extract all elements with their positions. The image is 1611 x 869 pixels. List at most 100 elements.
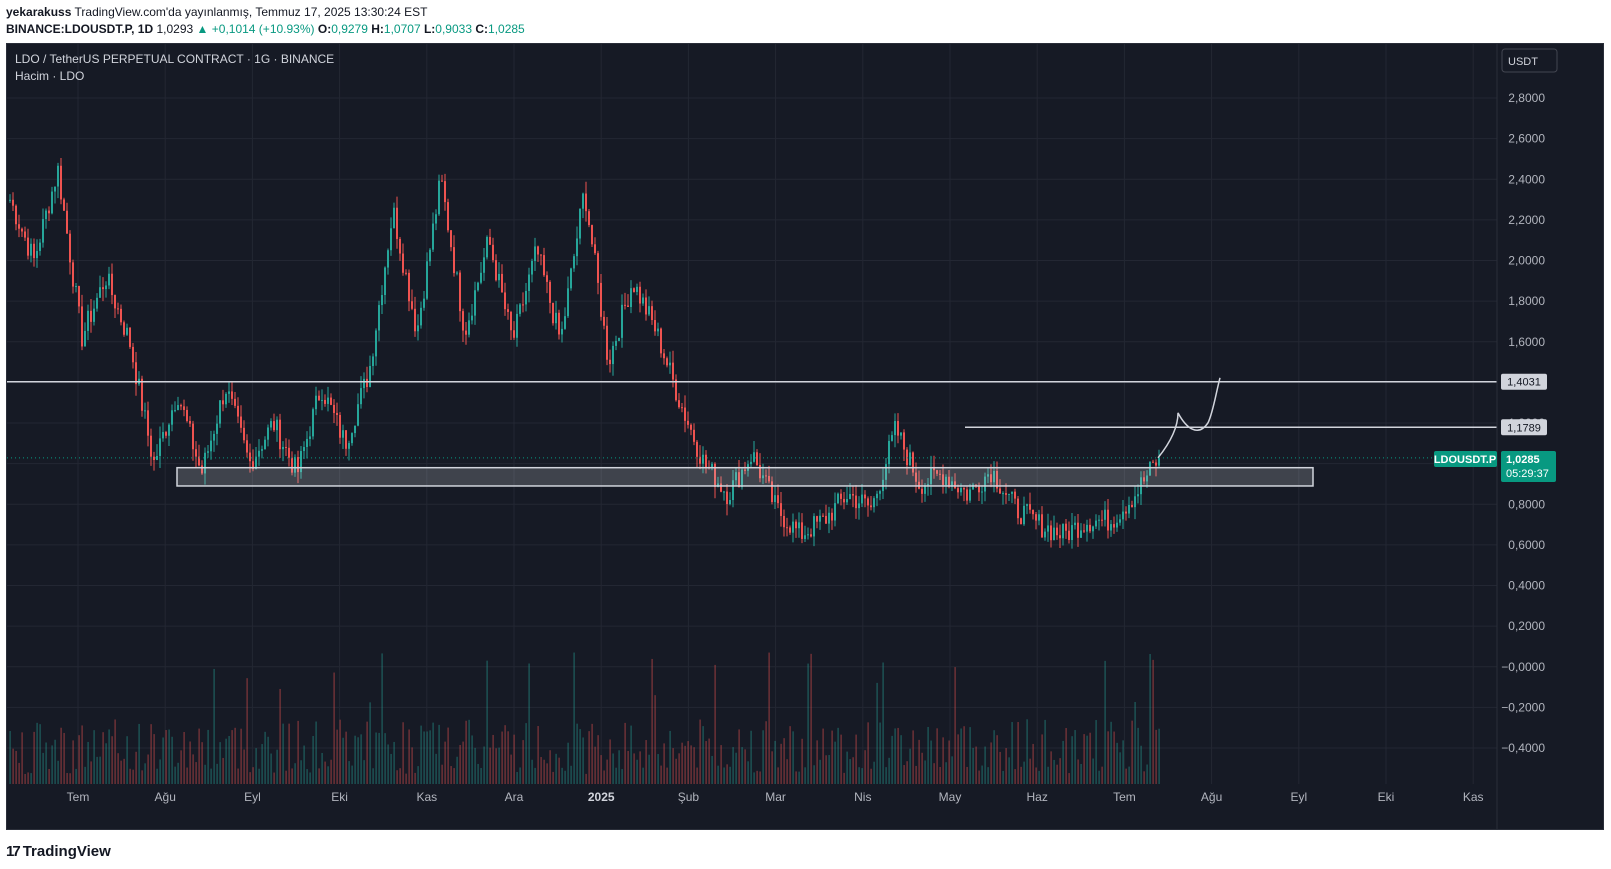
symbol-tag-bg [1434,451,1497,467]
candle-body [267,427,269,440]
candle-body [285,446,287,448]
volume-bar [135,751,137,784]
candle-body [975,484,977,486]
candle-body [21,228,23,232]
candle-body [357,404,359,426]
volume-bar [996,735,998,784]
author-name[interactable]: yekarakuss [6,5,72,19]
candle-body [1101,519,1103,521]
volume-bar [60,727,62,784]
y-tick-label: 1,6000 [1508,335,1545,349]
currency-button-frame[interactable] [1501,48,1558,73]
volume-bar [1131,720,1133,784]
volume-bar [363,760,365,784]
candle-body [777,495,779,504]
volume-bar [555,753,557,784]
time-axis[interactable]: Tem Ağu Eyl Eki Kas Ara 2025 Şub Mar Nis May Haz Tem… [67,790,1484,804]
volume-bar [240,728,242,784]
candle-body [54,186,56,192]
last-price-tag: LDOUSDT.P 1,0285 05:29:37 [1434,451,1556,482]
volume-bar [129,768,131,784]
volume-bar [756,770,758,784]
open-value: 0,9279 [331,22,368,36]
volume-bar [777,767,779,784]
volume-bar [771,751,773,784]
volume-bar [297,720,299,784]
candle-body [1038,514,1040,521]
candle-body [951,481,953,487]
candle-body [480,272,482,283]
candle-body [471,315,473,321]
close-label: C: [475,22,489,36]
candle-body [681,407,683,409]
candle-body [423,298,425,308]
volume-bar [750,730,752,784]
volume-bar [450,766,452,784]
candle-body [1146,475,1148,482]
candle-body [375,330,377,357]
volume-bar [114,719,116,784]
volume-bar [228,735,230,784]
volume-bar [768,652,770,784]
candle-body [714,463,716,488]
level-tag-bg [1501,373,1547,390]
volume-bar [465,720,467,784]
price-chart[interactable]: 2,8000 2,6000 2,4000 2,2000 2,0000 1,8000 1,60… [7,44,1603,829]
candle-body [1113,524,1115,528]
candle-body [519,304,521,314]
candle-body [417,325,419,332]
candle-body [456,272,458,274]
drawings[interactable] [7,377,1497,487]
legend-volume[interactable]: Hacim · LDO [15,69,84,83]
volume-bar [651,658,653,784]
publish-line: yekarakuss TradingView.com'da yayınlanmı… [6,5,427,19]
volume-bar [315,721,317,784]
volume-bar [174,766,176,784]
x-tick-label: Eyl [244,790,261,804]
up-triangle-icon: ▲ [196,22,209,36]
chart-frame[interactable]: 2,8000 2,6000 2,4000 2,2000 2,0000 1,8000 1,60… [6,43,1604,830]
candle-body [606,325,608,360]
volume-bar [606,759,608,784]
candle-body [744,469,746,471]
candle-body [237,405,239,417]
candle-body [141,378,143,411]
x-tick-label: Kas [1463,790,1484,804]
candle-body [435,214,437,224]
volume-bar [561,767,563,784]
candle-body [63,199,65,211]
volume-bar [588,731,590,784]
legend-title[interactable]: LDO / TetherUS PERPETUAL CONTRACT · 1G ·… [15,52,334,66]
volume-bar [393,741,395,784]
volume-bar [351,765,353,784]
projection-path[interactable] [1157,377,1221,459]
candle-body [273,421,275,431]
candle-body [474,290,476,316]
candle-body [993,470,995,483]
footer-brand[interactable]: ⁠17 TradingView [6,843,111,860]
candle-body [756,452,758,465]
volume-bar [747,761,749,784]
volume-bar [723,767,725,784]
volume-bar [522,740,524,784]
candle-body [978,485,980,493]
candle-body [867,498,869,506]
volume-bar [543,759,545,784]
volume-bar [444,741,446,784]
currency-button[interactable]: USDT [1501,48,1558,73]
support-zone-rect[interactable] [176,466,1314,487]
currency-button-label[interactable]: USDT [1508,56,1538,68]
volume-bar [738,729,740,784]
volume-bar [180,750,182,784]
volume-bar [573,652,575,784]
volume-bar [117,753,119,784]
volume-bar [735,752,737,784]
y-tick-label: −0,4000 [1501,741,1545,755]
volume-bar [72,740,74,784]
candle-body [660,328,662,354]
candle-body [129,327,131,347]
price-axis[interactable]: 2,8000 2,6000 2,4000 2,2000 2,0000 1,8000 1,60… [1496,44,1547,829]
candle-body [336,412,338,415]
volume-bar [600,755,602,784]
volume-bar [99,756,101,784]
